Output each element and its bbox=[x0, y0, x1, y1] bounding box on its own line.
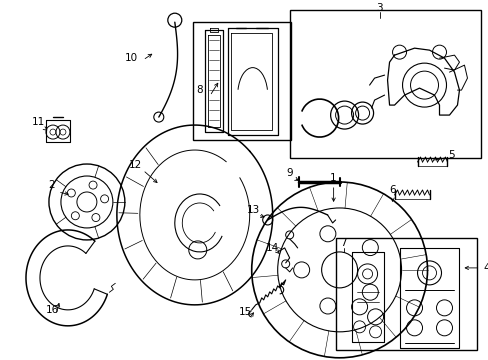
Text: 7: 7 bbox=[340, 238, 346, 248]
Text: 6: 6 bbox=[388, 185, 395, 195]
Bar bbox=[335, 238, 476, 350]
Bar bbox=[289, 10, 481, 158]
Bar bbox=[192, 22, 290, 140]
Text: 9: 9 bbox=[286, 168, 292, 178]
Text: 10: 10 bbox=[125, 53, 138, 63]
Text: 4: 4 bbox=[482, 263, 488, 273]
Text: 14: 14 bbox=[265, 243, 279, 253]
Text: 12: 12 bbox=[129, 160, 142, 170]
Text: 5: 5 bbox=[447, 150, 454, 160]
Text: 3: 3 bbox=[375, 3, 382, 13]
Text: 2: 2 bbox=[48, 180, 55, 190]
Text: 1: 1 bbox=[329, 173, 336, 183]
Text: 16: 16 bbox=[45, 305, 59, 315]
Text: 11: 11 bbox=[31, 117, 44, 127]
Text: 8: 8 bbox=[196, 85, 203, 95]
Text: 13: 13 bbox=[246, 205, 260, 215]
Text: 15: 15 bbox=[239, 307, 252, 317]
